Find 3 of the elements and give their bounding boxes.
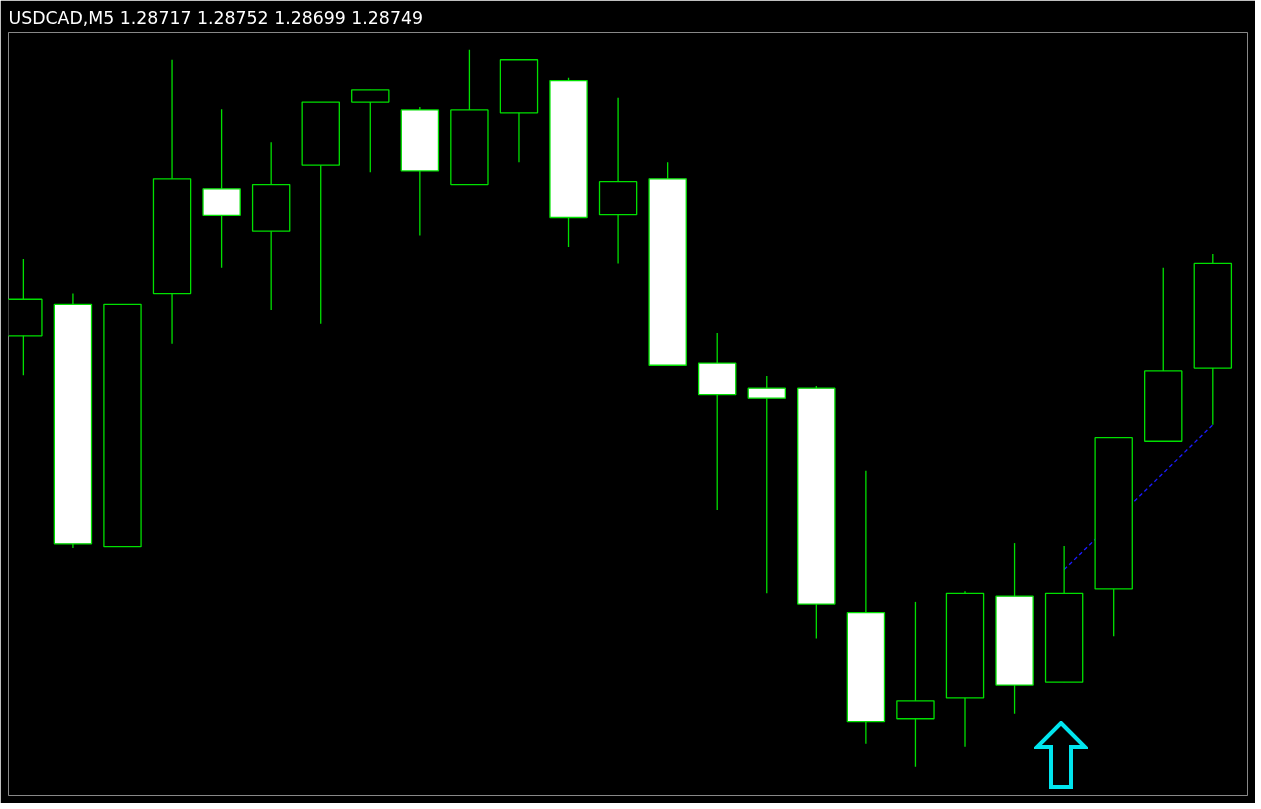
chart-title: USDCAD,M5 1.28717 1.28752 1.28699 1.28749 <box>8 7 423 28</box>
candlestick <box>747 375 786 594</box>
candlestick <box>896 601 935 768</box>
